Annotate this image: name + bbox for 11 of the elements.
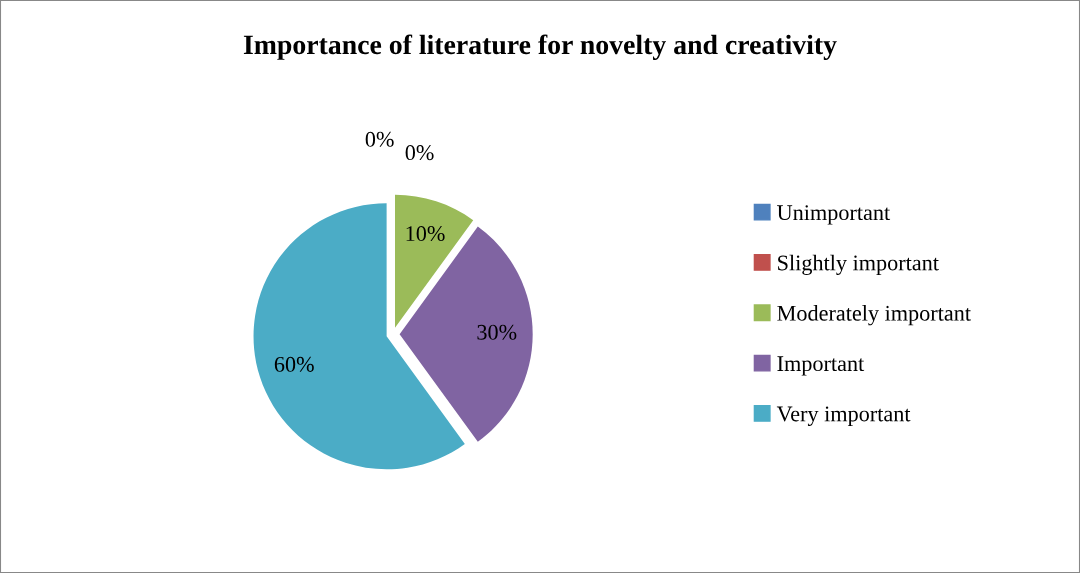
data-label: 10% [406,226,445,242]
data-label: 30% [477,324,517,340]
legend-label: Slightly important [778,254,939,275]
legend-label: Unimportant [777,205,891,225]
text: 0% [405,145,434,161]
data-label: 60% [274,356,314,372]
legend-label: Moderately important [777,305,971,326]
legend-label: Important [777,356,865,376]
text: 0% [365,131,394,147]
legend-label: Very important [776,406,911,426]
chart-title: Importance of literature for novelty and creativity [243,34,837,60]
